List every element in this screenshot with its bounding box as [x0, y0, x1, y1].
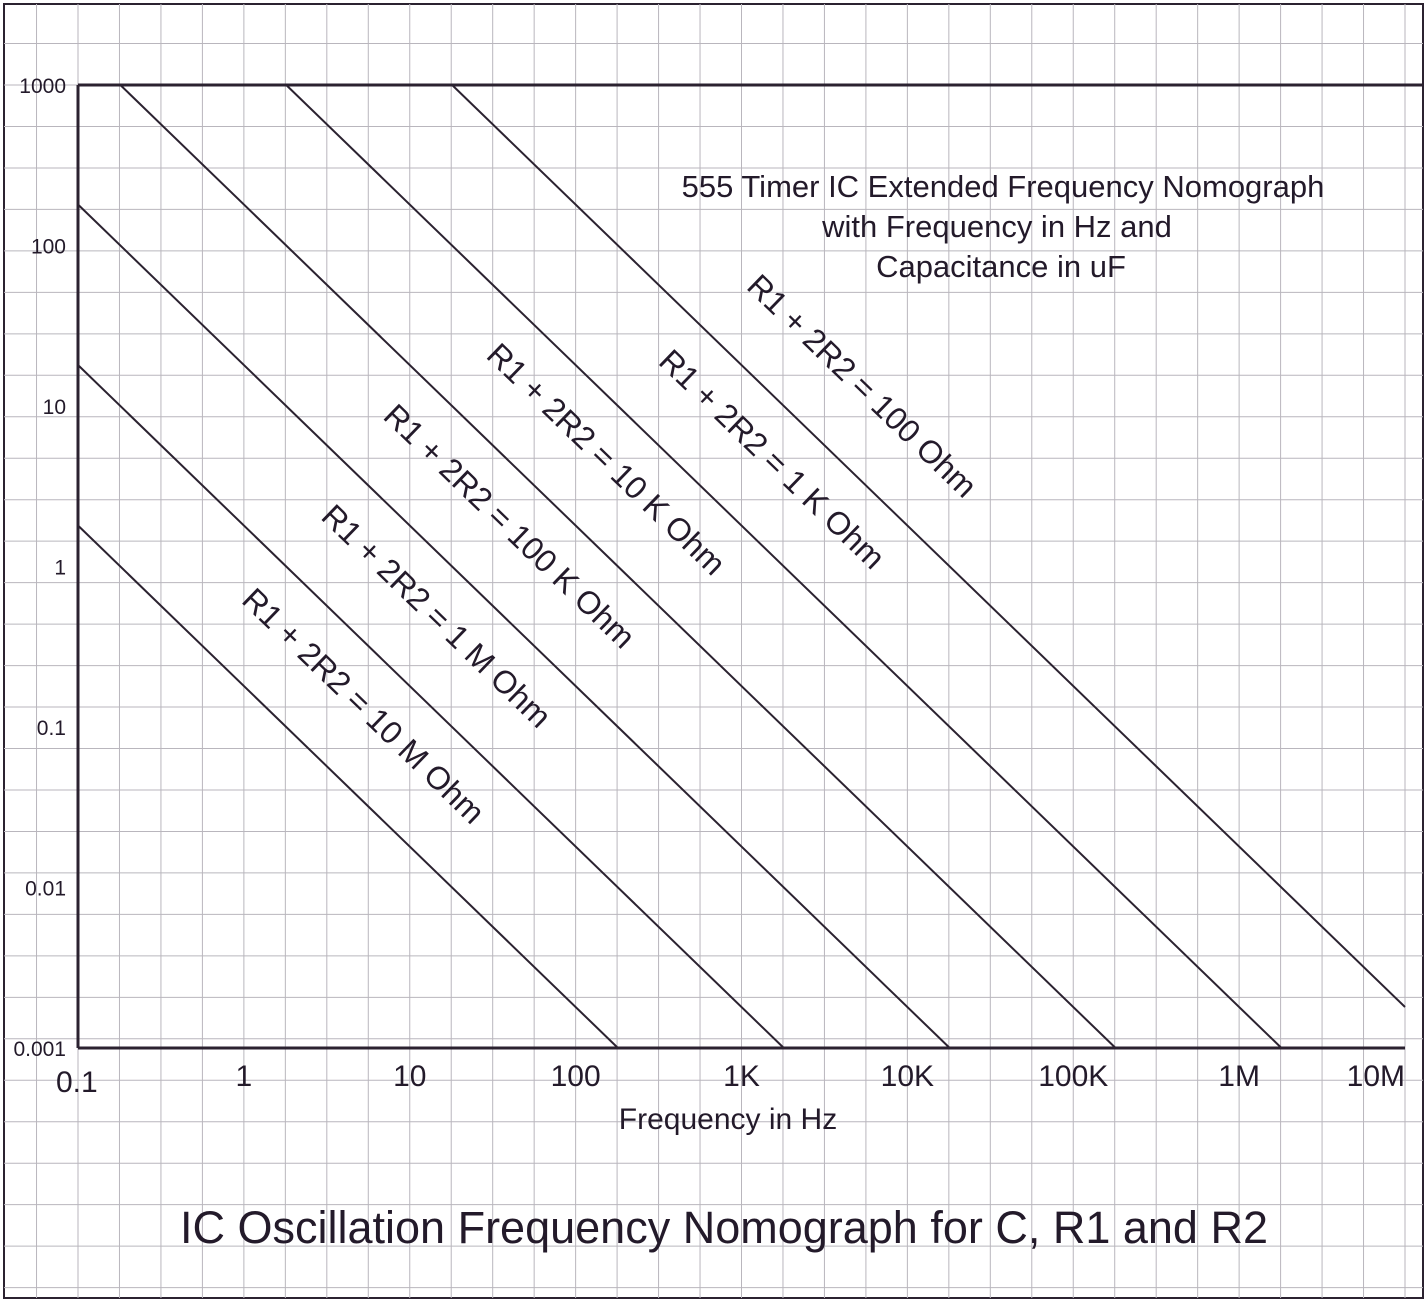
- x-tick-label-7: 1M: [1218, 1060, 1260, 1093]
- series-line-4: [285, 84, 1283, 1049]
- x-tick-label-8: 10M: [1347, 1060, 1405, 1093]
- y-tick-labels: 1000 100 10 1 0.1 0.01 0.001: [13, 75, 66, 1061]
- y-tick-label-5: 0.01: [25, 878, 66, 901]
- series-line-2: [77, 203, 951, 1049]
- y-tick-label-1: 100: [31, 236, 66, 259]
- series-line-3: [119, 84, 1117, 1049]
- subtitle-line-3: Capacitance in uF: [876, 249, 1126, 284]
- series-line-0: [77, 524, 619, 1049]
- subtitle-line-1: 555 Timer IC Extended Frequency Nomograp…: [682, 169, 1325, 204]
- axes: [76, 83, 1423, 1050]
- y-tick-label-6: 0.001: [13, 1038, 66, 1061]
- subtitle-line-2: with Frequency in Hz and: [821, 209, 1172, 244]
- x-tick-label-0: 0.1: [56, 1066, 98, 1099]
- subtitle-block: 555 Timer IC Extended Frequency Nomograp…: [682, 169, 1325, 284]
- outer-frame: [3, 3, 1424, 1299]
- series-line-1: [77, 364, 785, 1049]
- y-tick-label-4: 0.1: [37, 717, 66, 740]
- x-tick-label-1: 1: [236, 1060, 253, 1093]
- x-tick-label-6: 100K: [1038, 1060, 1108, 1093]
- series-line-5: [451, 84, 1406, 1008]
- y-tick-label-2: 10: [43, 396, 66, 419]
- y-tick-label-3: 1: [54, 557, 66, 580]
- series-lines: [77, 84, 1406, 1049]
- chart-title: IC Oscillation Frequency Nomograph for C…: [180, 1202, 1268, 1253]
- x-tick-label-4: 1K: [723, 1060, 760, 1093]
- x-tick-labels: 0.1 1 10 100 1K 10K 100K 1M 10M: [56, 1060, 1405, 1099]
- x-axis-label: Frequency in Hz: [619, 1103, 837, 1136]
- x-tick-label-5: 10K: [881, 1060, 934, 1093]
- y-tick-label-0: 1000: [19, 75, 66, 98]
- x-tick-label-3: 100: [551, 1060, 601, 1093]
- x-tick-label-2: 10: [393, 1060, 426, 1093]
